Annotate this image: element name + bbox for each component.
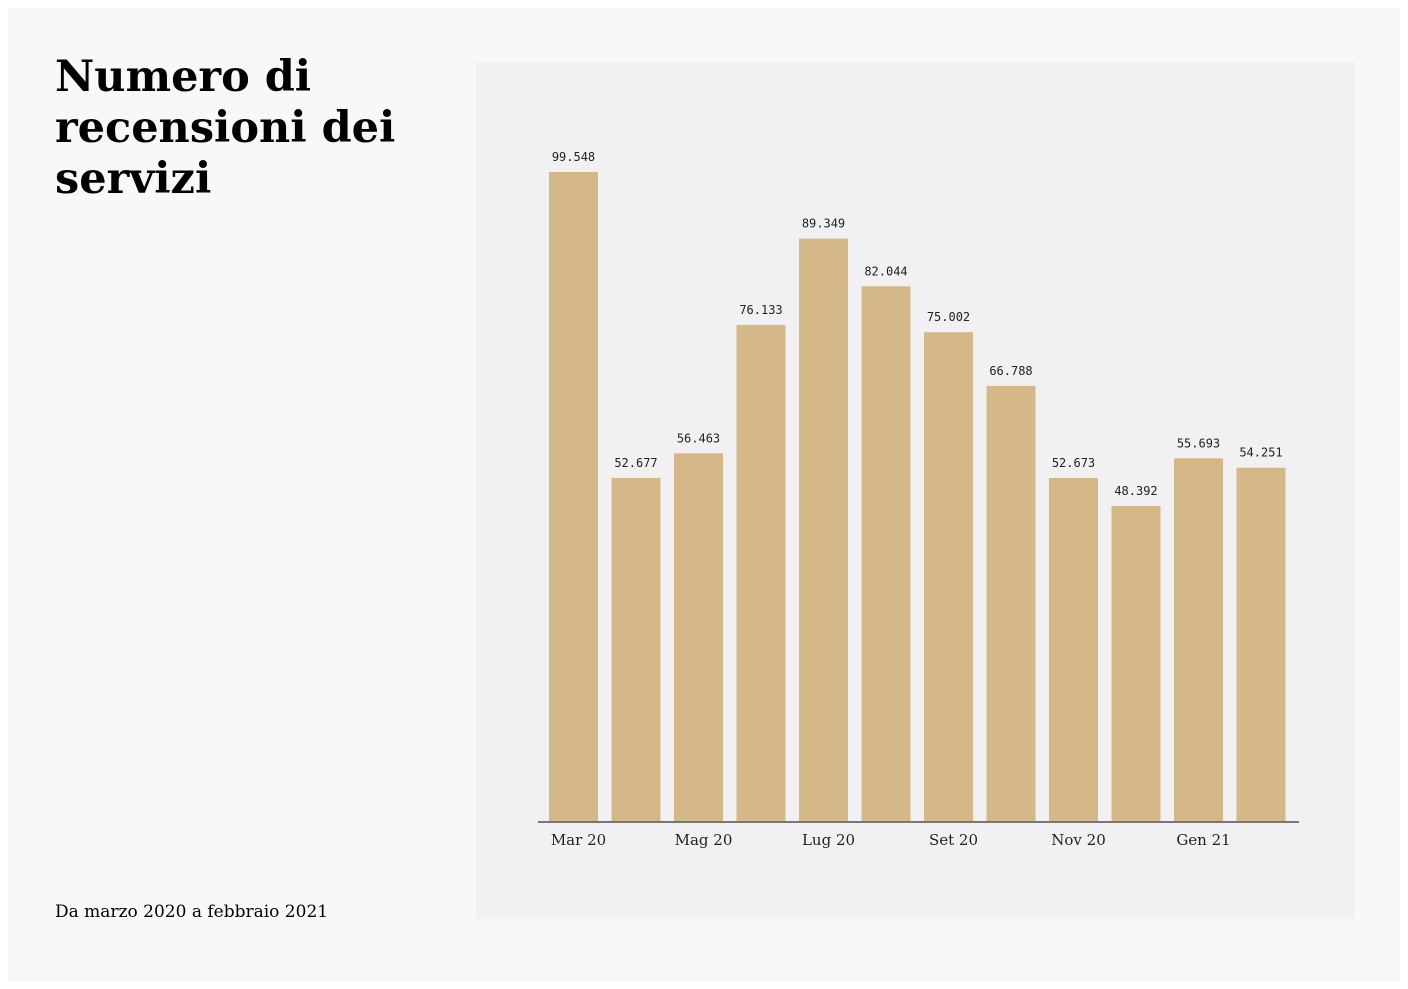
bar-gen-21 — [1174, 458, 1223, 822]
x-tick-label: Lug 20 — [802, 831, 855, 849]
bar-value-label: 76.133 — [739, 303, 782, 317]
bar-ago-20 — [861, 286, 911, 822]
chart-panel: 99.548 52.677 56.463 76.133 89.349 82.044 75.0… — [476, 62, 1355, 919]
bar-mar-20 — [549, 172, 598, 822]
bar-value-label: 48.392 — [1114, 484, 1157, 498]
bar-chart: 99.548 52.677 56.463 76.133 89.349 82.044 75.0… — [538, 150, 1299, 849]
bar-apr-20 — [611, 478, 661, 822]
value-labels-group: 99.548 52.677 56.463 76.133 89.349 82.044 75.0… — [552, 150, 1283, 498]
bar-value-label: 66.788 — [989, 364, 1032, 378]
bar-value-label: 56.463 — [677, 431, 720, 445]
bar-feb-21 — [1236, 467, 1286, 822]
bar-lug-20 — [799, 238, 848, 823]
x-tick-label: Nov 20 — [1051, 831, 1106, 849]
bar-value-label: 89.349 — [802, 217, 845, 231]
bar-value-label: 52.673 — [1052, 456, 1095, 470]
bar-value-label: 82.044 — [864, 264, 907, 278]
bar-value-label: 99.548 — [552, 150, 595, 164]
x-tick-label: Set 20 — [929, 831, 978, 849]
bar-mag-20 — [674, 453, 723, 822]
bars-group — [549, 172, 1286, 823]
bar-dic-20 — [1111, 506, 1161, 822]
chart-title: Numero di recensioni dei servizi — [55, 52, 396, 204]
bar-value-label: 52.677 — [614, 456, 657, 470]
x-tick-label: Mar 20 — [551, 831, 606, 849]
bar-value-label: 54.251 — [1239, 446, 1282, 460]
chart-subtitle: Da marzo 2020 a febbraio 2021 — [55, 902, 329, 922]
bar-value-label: 75.002 — [927, 310, 970, 324]
bar-ott-20 — [986, 385, 1036, 822]
bar-value-label: 55.693 — [1177, 436, 1220, 450]
bar-nov-20 — [1049, 478, 1098, 822]
x-tick-label: Gen 21 — [1176, 831, 1230, 849]
x-tick-labels-group: Mar 20 Mag 20 Lug 20 Set 20 Nov 20 Gen 21 — [551, 831, 1231, 849]
x-tick-label: Mag 20 — [675, 831, 733, 849]
bar-giu-20 — [736, 324, 786, 822]
bar-set-20 — [924, 332, 973, 822]
